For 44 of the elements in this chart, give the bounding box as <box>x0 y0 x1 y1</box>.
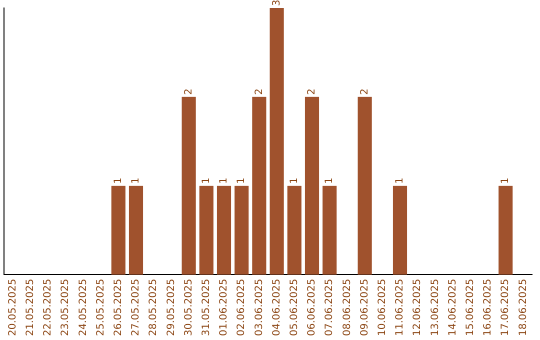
x-tick-label: 26.05.2025 <box>112 278 124 336</box>
x-tick-label: 08.06.2025 <box>342 278 353 336</box>
data-label: 1 <box>236 177 248 184</box>
data-label: 1 <box>324 177 336 184</box>
x-tick-label: 22.05.2025 <box>42 278 54 336</box>
x-tick-label: 17.06.2025 <box>500 278 512 336</box>
data-label: 2 <box>183 88 194 95</box>
data-label: 1 <box>288 177 300 184</box>
x-tick-label: 03.06.2025 <box>254 278 265 336</box>
data-label: 1 <box>394 177 406 184</box>
data-label: 2 <box>254 88 265 95</box>
data-label: 1 <box>500 177 512 184</box>
x-tick-label: 16.06.2025 <box>482 278 494 336</box>
x-tick-label: 30.05.2025 <box>183 278 194 336</box>
x-tick-label: 07.06.2025 <box>324 278 336 336</box>
data-label: 1 <box>112 177 124 184</box>
x-tick-label: 05.06.2025 <box>288 278 300 336</box>
x-tick-label: 06.06.2025 <box>306 278 318 336</box>
x-tick-label: 15.06.2025 <box>464 278 476 336</box>
x-tick-label: 11.06.2025 <box>394 278 406 336</box>
data-label: 3 <box>271 0 282 6</box>
x-tick-label: 02.06.2025 <box>236 278 248 336</box>
data-label: 1 <box>200 177 212 184</box>
data-label: 1 <box>130 177 142 184</box>
x-tick-label: 04.06.2025 <box>271 278 282 336</box>
x-tick-label: 20.05.2025 <box>7 278 18 336</box>
x-tick-label: 18.06.2025 <box>518 278 529 336</box>
x-tick-label: 10.06.2025 <box>376 278 388 336</box>
x-tick-label: 27.05.2025 <box>130 278 142 336</box>
data-label: 2 <box>359 88 370 95</box>
x-tick-label: 12.06.2025 <box>412 278 424 336</box>
x-tick-label: 23.05.2025 <box>60 278 72 336</box>
data-label: 2 <box>306 88 318 95</box>
x-tick-label: 31.05.2025 <box>200 278 212 336</box>
x-tick-label: 24.05.2025 <box>78 278 89 336</box>
x-tick-label: 29.05.2025 <box>166 278 177 336</box>
x-tick-label: 28.05.2025 <box>148 278 160 336</box>
x-tick-label: 14.06.2025 <box>447 278 458 336</box>
data-label: 1 <box>218 177 230 184</box>
x-tick-label: 01.06.2025 <box>218 278 230 336</box>
x-tick-label: 09.06.2025 <box>359 278 370 336</box>
x-tick-label: 13.06.2025 <box>430 278 441 336</box>
x-tick-label: 21.05.2025 <box>24 278 36 336</box>
x-tick-label: 25.05.2025 <box>95 278 106 336</box>
